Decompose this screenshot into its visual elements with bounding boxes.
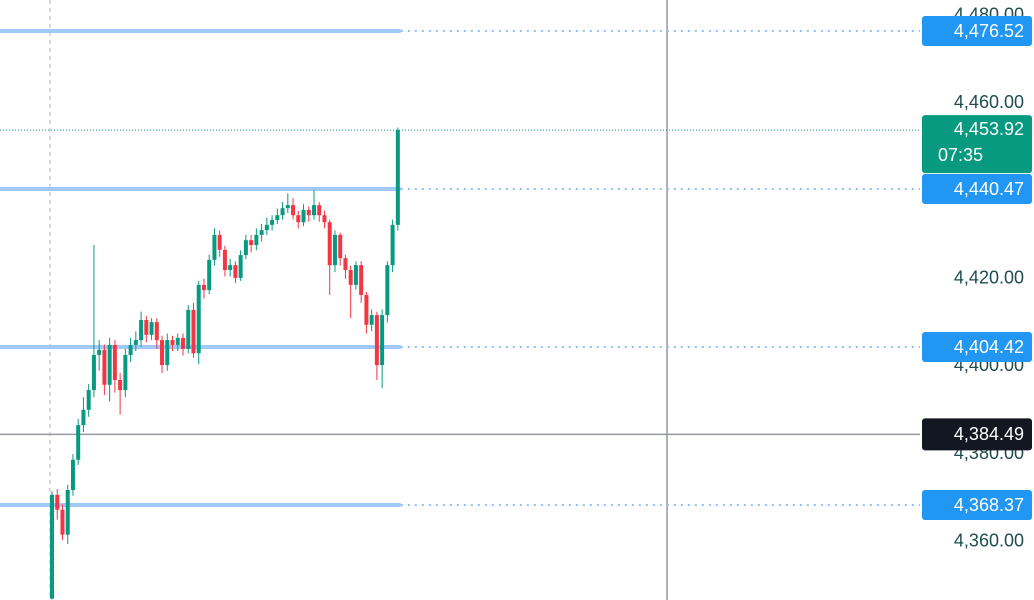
candle-body (306, 209, 311, 216)
candle-body (285, 205, 290, 209)
candle-body (65, 489, 70, 535)
candle-body (165, 340, 170, 366)
candle-body (70, 459, 75, 490)
candle-body (55, 494, 60, 510)
level-label: 4,440.47 (954, 179, 1024, 199)
candle-body (144, 319, 149, 335)
candle-body (327, 222, 332, 266)
candle-body (212, 234, 217, 260)
candle-body (102, 349, 107, 385)
candle-body (317, 205, 322, 216)
candle-body (81, 409, 86, 426)
current-price-box (922, 115, 1032, 174)
candle-body (233, 265, 238, 278)
candle-body (291, 205, 296, 216)
candle-body (133, 340, 138, 345)
candle-body (149, 322, 154, 335)
candle-body (196, 284, 201, 354)
candle-body (112, 344, 117, 380)
candle-body (332, 234, 337, 266)
candle-body (380, 315, 385, 366)
candle-body (160, 340, 165, 366)
y-tick-label: 4,460.00 (954, 92, 1024, 112)
candle-body (390, 224, 395, 266)
candle-body (201, 284, 206, 291)
candle-body (369, 315, 374, 325)
level-label: 4,476.52 (954, 21, 1024, 41)
candle-body (259, 230, 264, 235)
candle-body (343, 258, 348, 270)
candle-body (222, 249, 227, 270)
y-tick-label: 4,360.00 (954, 530, 1024, 550)
candle-body (175, 337, 180, 345)
y-tick-label: 4,420.00 (954, 267, 1024, 287)
candle-body (170, 340, 175, 345)
candle-body (395, 130, 400, 225)
candle-body (50, 494, 54, 599)
candle-body (97, 349, 102, 356)
candle-body (207, 259, 212, 291)
candle-body (181, 337, 185, 349)
candle-body (254, 234, 259, 245)
candle-body (353, 265, 358, 285)
candle-body (91, 355, 96, 391)
candle-body (348, 269, 353, 285)
candle-body (60, 509, 65, 535)
candle-body (217, 234, 222, 250)
current-price-label: 4,453.92 (954, 119, 1024, 139)
candle-body (264, 224, 269, 231)
level-label-box (922, 16, 1032, 47)
candle-body (249, 240, 254, 245)
candle-body (312, 205, 316, 216)
candle-body (139, 319, 144, 341)
candle-body (86, 390, 91, 410)
candle-body (296, 215, 301, 223)
candle-body (275, 215, 280, 221)
candle-body (107, 344, 112, 385)
candle-body (385, 265, 390, 316)
candle-body (322, 215, 327, 223)
level-label-box (922, 332, 1032, 363)
candle-body (228, 265, 233, 270)
crosshair-box (922, 418, 1032, 451)
candle-body (191, 309, 196, 354)
candle-body (359, 265, 364, 295)
level-label-box (922, 490, 1032, 521)
candle-body (76, 425, 81, 460)
candle-body (374, 315, 379, 366)
candle-body (364, 294, 369, 325)
candle-body (338, 234, 343, 259)
candle-body (123, 355, 128, 391)
candle-body (301, 209, 306, 223)
countdown-label: 07:35 (938, 145, 983, 165)
candle-body (270, 220, 275, 225)
candle-body (243, 240, 248, 256)
level-label: 4,404.42 (954, 337, 1024, 357)
candle-body (280, 208, 285, 216)
level-label: 4,368.37 (954, 495, 1024, 515)
candle-body (238, 255, 243, 278)
candle-body (128, 344, 133, 356)
crosshair-label: 4,384.49 (954, 424, 1024, 444)
candle-body (186, 309, 191, 349)
candle-body (118, 379, 123, 391)
level-label-box (922, 174, 1032, 205)
candle-body (154, 322, 159, 341)
